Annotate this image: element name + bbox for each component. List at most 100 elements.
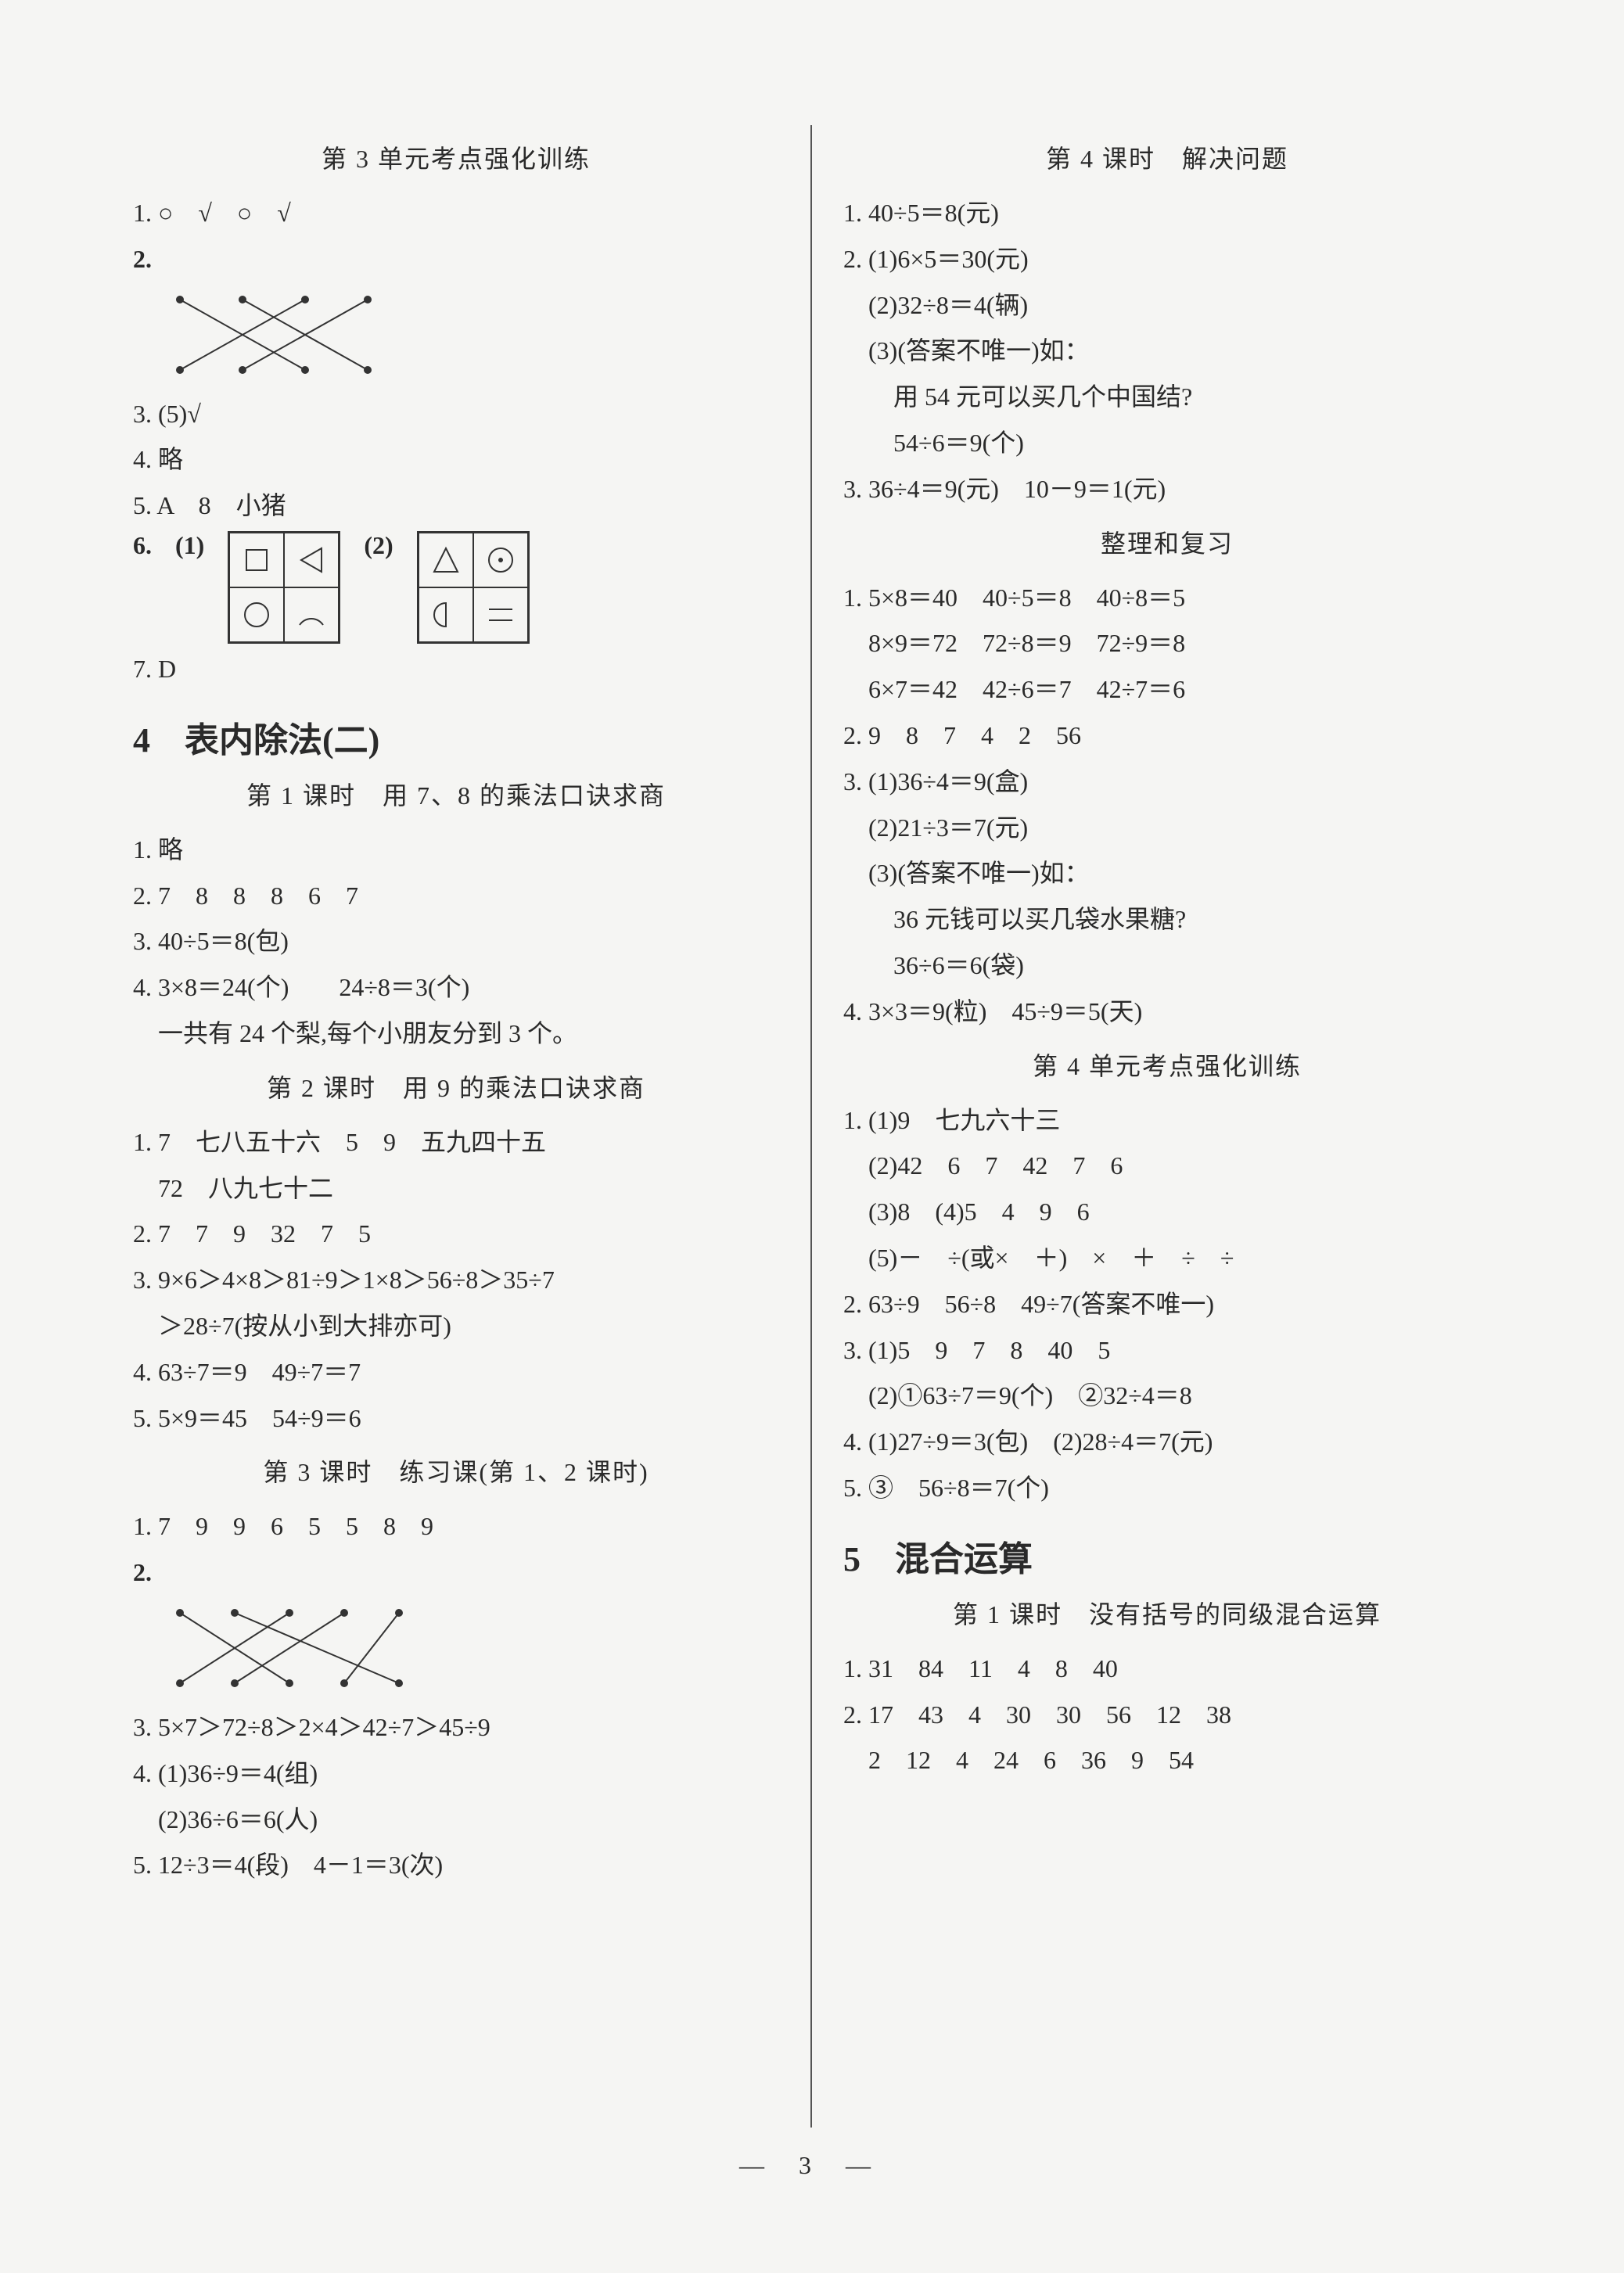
section-title: 整理和复习 [843, 524, 1491, 560]
shape-cell [473, 533, 528, 587]
answer-line: 4. 3×3＝9(粒) 45÷9＝5(天) [843, 991, 1491, 1032]
shape-grid-2 [417, 531, 530, 644]
answer-line: (3)8 (4)5 4 9 6 [843, 1191, 1491, 1233]
section-title: 第 2 课时 用 9 的乘法口诀求商 [133, 1068, 779, 1104]
shape-grid-1 [228, 531, 340, 644]
shape-cell [284, 533, 339, 587]
shape-icon [237, 540, 276, 580]
q-number: 2. [133, 245, 152, 273]
answer-line: 3. (1)5 9 7 8 40 5 [843, 1330, 1491, 1371]
page-container: 第 3 单元考点强化训练 1. ○ √ ○ √ 2. 3. (5)√ 4. 略 … [110, 125, 1514, 2128]
answer-block: 1. 略2. 7 8 8 8 6 73. 40÷5＝8(包) 4. 3×8＝24(… [133, 829, 779, 1054]
answer-line: (2)42 6 7 42 7 6 [843, 1145, 1491, 1187]
shape-cell [229, 533, 284, 587]
answer-line: 3. 5×7＞72÷8＞2×4＞42÷7＞45÷9 [133, 1707, 779, 1748]
answer-block: 1. (1)9 七九六十三 (2)42 6 7 42 7 6 (3)8 (4)5… [843, 1100, 1491, 1509]
answer-line: 3. (5)√ [133, 393, 779, 435]
section-title: 第 3 课时 练习课(第 1、2 课时) [133, 1452, 779, 1488]
answer-line: 4. 3×8＝24(个) 24÷8＝3(个) [133, 967, 779, 1008]
answer-line: 4. 63÷7＝9 49÷7＝7 [133, 1352, 779, 1393]
answer-line: 4. (1)36÷9＝4(组) [133, 1753, 779, 1794]
answer-block: 1. 5×8＝40 40÷5＝8 40÷8＝5 8×9＝72 72÷8＝9 72… [843, 577, 1491, 1032]
answer-line: 3. (1)36÷4＝9(盒) [843, 761, 1491, 803]
answer-line: (2)36÷6＝6(人) [133, 1799, 779, 1840]
answer-line: 2. 63÷9 56÷8 49÷7(答案不唯一) [843, 1284, 1491, 1325]
shape-cell [419, 587, 473, 642]
answer-line: (2)①63÷7＝9(个) ②32÷4＝8 [843, 1375, 1491, 1417]
section-title: 第 1 课时 用 7、8 的乘法口诀求商 [133, 776, 779, 812]
answer-line: 3. 36÷4＝9(元) 10－9＝1(元) [843, 469, 1491, 510]
q6-row: 6. (1) (2) [133, 531, 779, 644]
right-column: 第 4 课时 解决问题 1. 40÷5＝8(元) 2. (1)6×5＝30(元) … [812, 125, 1514, 2128]
answer-line: 4. 略 [133, 439, 779, 480]
answer-line: 36÷6＝6(袋) [843, 945, 1491, 986]
answer-line: 1. 5×8＝40 40÷5＝8 40÷8＝5 [843, 577, 1491, 619]
answer-line: 5. ③ 56÷8＝7(个) [843, 1467, 1491, 1509]
chapter-heading: 5 混合运算 [843, 1531, 1491, 1581]
answer-line: 8×9＝72 72÷8＝9 72÷9＝8 [843, 623, 1491, 664]
answer-line: 4. (1)27÷9＝3(包) (2)28÷4＝7(元) [843, 1421, 1491, 1463]
shape-icon [426, 540, 465, 580]
shape-cell [473, 587, 528, 642]
answer-block: 3. 5×7＞72÷8＞2×4＞42÷7＞45÷9 4. (1)36÷9＝4(组)… [133, 1707, 779, 1886]
section-title: 第 1 课时 没有括号的同级混合运算 [843, 1595, 1491, 1631]
answer-line: 3. 40÷5＝8(包) [133, 921, 779, 962]
answer-line: 2. [133, 1552, 779, 1593]
answer-line: 6×7＝42 42÷6＝7 42÷7＝6 [843, 669, 1491, 710]
shape-cell [229, 587, 284, 642]
matching-diagram-2 [164, 1601, 415, 1695]
answer-line: (2)21÷3＝7(元) [843, 807, 1491, 849]
shape-icon [481, 540, 520, 580]
answer-line: 一共有 24 个梨,每个小朋友分到 3 个。 [133, 1013, 779, 1054]
sub-label: (1) [175, 531, 204, 560]
q-number: 6. [133, 531, 152, 560]
shape-icon [237, 595, 276, 634]
answer-line: 5. 12÷3＝4(段) 4－1＝3(次) [133, 1844, 779, 1886]
shape-icon [426, 595, 465, 634]
shape-icon [292, 595, 331, 634]
section-title: 第 4 课时 解决问题 [843, 139, 1491, 175]
page-number: — 3 — [110, 2151, 1514, 2180]
answer-block: 1. 31 84 11 4 8 40 2. 17 43 4 30 30 56 12… [843, 1648, 1491, 1781]
answer-line: 2. 7 7 9 32 7 5 [133, 1213, 779, 1255]
answer-line: 2. (1)6×5＝30(元) [843, 239, 1491, 280]
answer-line: (3)(答案不唯一)如： [843, 330, 1491, 372]
answer-line: ＞28÷7(按从小到大排亦可) [133, 1305, 779, 1347]
section-title: 第 4 单元考点强化训练 [843, 1047, 1491, 1083]
shape-cell [284, 587, 339, 642]
sub-label: (2) [364, 531, 393, 560]
answer-line: 36 元钱可以买几袋水果糖? [843, 899, 1491, 940]
answer-line: (5)－ ÷(或× ＋) × ＋ ÷ ÷ [843, 1237, 1491, 1279]
answer-line: (2)32÷8＝4(辆) [843, 285, 1491, 326]
matching-diagram-1 [164, 288, 383, 382]
section-title: 第 3 单元考点强化训练 [133, 139, 779, 175]
answer-line: 5. A 8 小猪 [133, 485, 779, 526]
answer-line: 1. 7 七八五十六 5 9 五九四十五 [133, 1122, 779, 1163]
answer-line: 7. D [133, 648, 779, 690]
answer-line: 2. 7 8 8 8 6 7 [133, 875, 779, 917]
answer-line: 1. ○ √ ○ √ [133, 192, 779, 234]
answer-line: 2. [133, 239, 779, 280]
answer-line: 1. 40÷5＝8(元) [843, 192, 1491, 234]
answer-block: 1. 40÷5＝8(元) 2. (1)6×5＝30(元) (2)32÷8＝4(辆)… [843, 192, 1491, 510]
shape-icon [292, 540, 331, 580]
shape-icon [481, 595, 520, 634]
answer-line: 1. 31 84 11 4 8 40 [843, 1648, 1491, 1689]
chapter-heading: 4 表内除法(二) [133, 712, 779, 762]
answer-line: 72 八九七十二 [133, 1168, 779, 1209]
q-number: 2. [133, 1558, 152, 1586]
answer-line: 用 54 元可以买几个中国结? [843, 376, 1491, 418]
answer-line: 54÷6＝9(个) [843, 422, 1491, 464]
answer-line: 1. 略 [133, 829, 779, 871]
answer-line: 2. 9 8 7 4 2 56 [843, 715, 1491, 756]
shape-cell [419, 533, 473, 587]
answer-block: 1. 7 七八五十六 5 9 五九四十五 72 八九七十二2. 7 7 9 32… [133, 1122, 779, 1439]
answer-line: 2. 17 43 4 30 30 56 12 38 [843, 1694, 1491, 1736]
answer-line: 5. 5×9＝45 54÷9＝6 [133, 1398, 779, 1439]
answer-line: 2 12 4 24 6 36 9 54 [843, 1740, 1491, 1781]
answer-line: (3)(答案不唯一)如： [843, 853, 1491, 894]
left-column: 第 3 单元考点强化训练 1. ○ √ ○ √ 2. 3. (5)√ 4. 略 … [110, 125, 812, 2128]
answer-line: 3. 9×6＞4×8＞81÷9＞1×8＞56÷8＞35÷7 [133, 1259, 779, 1301]
answer-line: 1. (1)9 七九六十三 [843, 1100, 1491, 1141]
answer-line: 1. 7 9 9 6 5 5 8 9 [133, 1506, 779, 1547]
